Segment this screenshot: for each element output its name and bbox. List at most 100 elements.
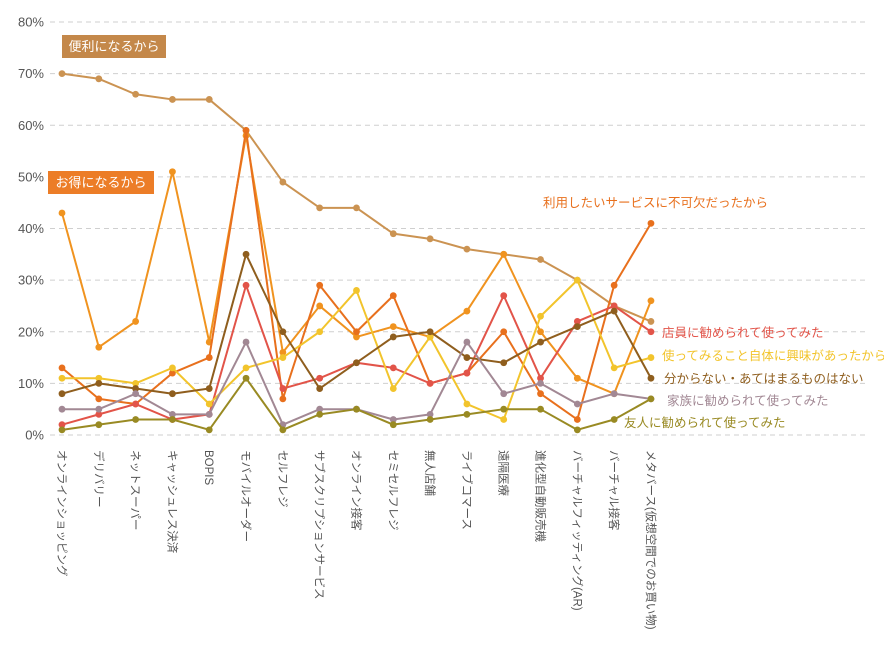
series-label-box <box>48 171 154 194</box>
data-point <box>279 354 287 361</box>
series-label: 使ってみること自体に興味があったから <box>662 348 884 363</box>
data-point <box>647 395 655 403</box>
data-point <box>58 405 66 413</box>
data-point <box>537 405 544 413</box>
data-point <box>169 390 176 398</box>
data-point <box>169 364 176 372</box>
data-point <box>353 333 360 341</box>
y-tick-label: 50% <box>18 169 44 184</box>
data-point <box>426 379 434 387</box>
series-line-5 <box>61 253 652 395</box>
data-point <box>573 374 581 382</box>
series-label: 利用したいサービスに不可欠だったから <box>543 195 768 210</box>
x-category-label: モバイルオーダー <box>239 450 253 542</box>
data-point <box>500 405 508 413</box>
data-point <box>389 364 397 372</box>
data-point <box>500 250 508 258</box>
x-category-label: ライブコマース <box>460 450 474 530</box>
data-point <box>389 385 397 392</box>
data-point <box>463 354 471 361</box>
data-point <box>242 127 250 134</box>
data-point <box>463 400 471 408</box>
data-point <box>389 230 397 238</box>
x-category-label: セミセルフレジ <box>386 450 399 531</box>
data-point <box>205 385 213 392</box>
data-point <box>610 416 618 423</box>
data-point <box>573 426 581 434</box>
data-point <box>95 405 103 413</box>
data-point <box>95 395 103 403</box>
x-category-label: オンライン接客 <box>349 450 363 531</box>
data-point <box>205 96 213 103</box>
data-point <box>242 374 250 382</box>
data-point <box>353 405 360 413</box>
data-point <box>647 318 655 325</box>
data-point <box>58 374 66 382</box>
data-point <box>353 204 360 212</box>
data-point <box>610 390 618 398</box>
y-tick-label: 30% <box>18 273 44 288</box>
data-point <box>389 323 397 330</box>
series-label: 店員に勧められて使ってみた <box>662 325 824 340</box>
data-point <box>389 416 397 423</box>
data-point <box>169 369 176 377</box>
data-point <box>316 204 324 212</box>
series-label: 友人に勧められて使ってみた <box>624 415 786 430</box>
data-point <box>537 256 544 263</box>
series-line-4 <box>62 279 652 421</box>
data-point <box>58 421 66 429</box>
data-point <box>95 379 103 387</box>
data-point <box>242 250 250 258</box>
data-point <box>500 328 508 336</box>
data-point <box>316 385 324 392</box>
data-point <box>463 307 471 315</box>
data-point <box>316 328 324 336</box>
x-category-label: 遠隔医療 <box>497 450 511 496</box>
data-point <box>169 416 176 423</box>
series-line-7 <box>61 377 652 431</box>
series-label: 家族に勧められて使ってみた <box>667 393 829 408</box>
data-point <box>95 75 103 83</box>
data-point <box>242 338 250 346</box>
data-point <box>647 328 655 336</box>
x-category-label: 無人店舗 <box>423 450 437 496</box>
data-point <box>58 364 66 372</box>
series-line-3 <box>61 284 652 426</box>
data-point <box>132 416 140 423</box>
y-tick-label: 70% <box>18 66 44 81</box>
series-label: お得になるから <box>55 175 146 190</box>
data-point <box>500 416 508 423</box>
data-point <box>647 297 655 305</box>
data-point <box>279 426 287 434</box>
series-label-box <box>62 35 166 58</box>
data-point <box>132 90 140 98</box>
x-category-label: オンラインショッピング <box>55 450 69 577</box>
data-point <box>95 374 103 382</box>
data-point <box>389 333 397 341</box>
data-point <box>610 281 618 289</box>
data-point <box>169 96 176 103</box>
data-point <box>279 328 287 336</box>
data-point <box>95 343 103 351</box>
data-point <box>58 426 66 434</box>
data-point <box>610 364 618 372</box>
data-point <box>426 410 434 418</box>
data-point <box>389 421 397 429</box>
x-category-label: サブスクリプションサービス <box>313 450 327 600</box>
data-point <box>610 307 618 315</box>
data-point <box>537 328 544 336</box>
data-point <box>647 219 655 227</box>
data-point <box>316 405 324 413</box>
data-point <box>353 287 360 294</box>
data-point <box>205 400 213 408</box>
data-point <box>573 400 581 408</box>
data-point <box>58 70 66 78</box>
x-category-label: バーチャルフィッティング(AR) <box>570 450 584 611</box>
data-point <box>426 235 434 243</box>
data-point <box>610 302 618 310</box>
data-point <box>279 349 287 356</box>
data-point <box>463 369 471 377</box>
y-tick-label: 80% <box>18 15 44 30</box>
series-label: 便利になるから <box>68 39 159 54</box>
